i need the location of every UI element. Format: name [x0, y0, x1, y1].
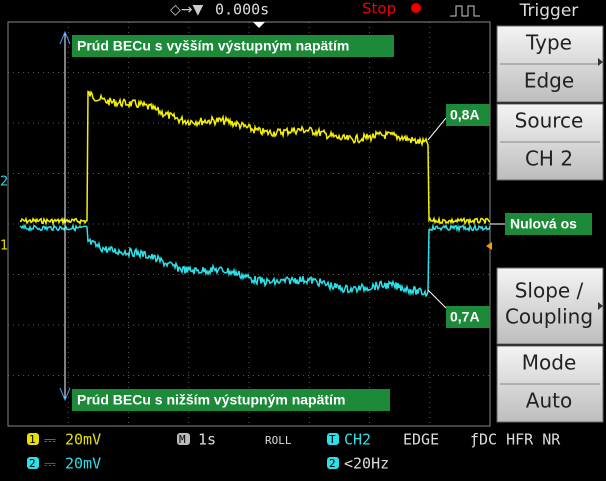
status-bar: 1 ⎓ 20mV 2 ⎓ 20mV M 1s ROLL T CH2 EDGE ƒ… [27, 431, 561, 473]
annotation-box [72, 35, 394, 57]
annotation-box [505, 213, 592, 235]
ch1-trace [19, 90, 491, 227]
annotation: 0,7A [450, 309, 480, 325]
menu-label: Source [515, 109, 584, 133]
annotation: Prúd BECu s nižším výstupným napätím [77, 392, 345, 408]
run-status: Stop [362, 0, 396, 18]
stop-icon [411, 3, 421, 13]
menu-value: Edge [524, 69, 574, 93]
timebase-icon: ◇→▼ [170, 2, 203, 18]
t-badge [327, 433, 339, 445]
submenu-arrow [598, 302, 603, 310]
trigger-level [486, 242, 492, 250]
trigger-source: CH2 [344, 431, 371, 449]
annotation-box [446, 104, 490, 126]
menu-value: CH 2 [525, 147, 573, 171]
m-badge [177, 433, 190, 445]
trig-badge [327, 457, 339, 469]
menu: Type Edge Source CH 2 Slope /Coupling Mode Aut… [496, 25, 604, 423]
annotation: Nulová os [510, 216, 577, 232]
menu-label: Coupling [505, 305, 593, 329]
m-label: M [179, 433, 186, 446]
annotation-box [446, 306, 490, 328]
timebase: 0.000s [215, 1, 269, 19]
trigger-coupling: ƒDC HFR NR [470, 431, 561, 449]
connector [427, 117, 447, 141]
menu-title: Trigger [519, 1, 579, 21]
menu-label: Slope / [515, 279, 584, 303]
mode: ROLL [265, 434, 292, 447]
trigger-icon [450, 5, 480, 17]
ch1-number: 1 [29, 433, 36, 446]
annotation: Prúd BECu s vyšším výstupným napätím [77, 38, 349, 54]
trigger-position [253, 22, 265, 28]
ch2-badge [27, 457, 39, 469]
ch1-marker: 1 [0, 239, 8, 254]
trig-number: 2 [329, 457, 336, 470]
connector [427, 289, 447, 309]
submenu-arrow [598, 58, 603, 66]
menu-label: Mode [522, 351, 577, 375]
timebase-scale: 1s [198, 431, 216, 449]
ch2-trace [19, 223, 491, 298]
arrow-heads [59, 30, 71, 402]
ch1-scale: ⎓ 20mV [44, 431, 101, 449]
trigger-type: EDGE [403, 431, 439, 449]
annotation-box [72, 389, 390, 411]
ch1-badge [27, 433, 39, 445]
ch2-scale: ⎓ 20mV [44, 455, 101, 473]
menu-label: Type [525, 31, 572, 55]
ch2-number: 2 [29, 457, 36, 470]
annotation: 0,8A [450, 107, 480, 123]
menu-button[interactable] [496, 267, 604, 345]
trigger-frequency: <20Hz [344, 455, 389, 473]
menu-value: Auto [526, 389, 572, 413]
t-label: T [329, 433, 336, 446]
ch2-marker: 2 [0, 175, 8, 190]
